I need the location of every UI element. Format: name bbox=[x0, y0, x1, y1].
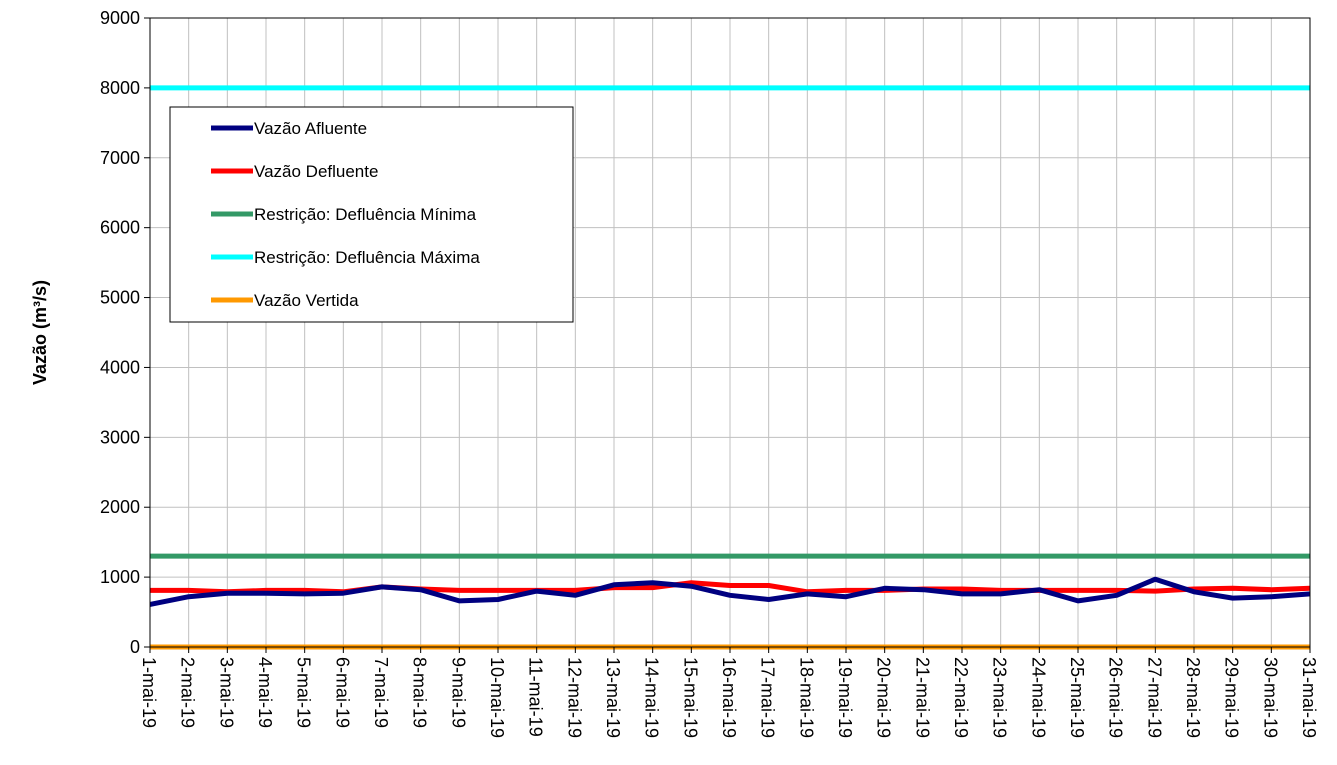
legend-label: Restrição: Defluência Mínima bbox=[254, 205, 477, 224]
x-tick-label: 10-mai-19 bbox=[487, 657, 507, 738]
x-tick-label: 11-mai-19 bbox=[526, 657, 546, 737]
x-tick-label: 16-mai-19 bbox=[719, 657, 739, 738]
legend-label: Vazão Defluente bbox=[254, 162, 378, 181]
x-tick-label: 27-mai-19 bbox=[1144, 657, 1164, 738]
x-tick-label: 15-mai-19 bbox=[680, 657, 700, 738]
y-tick-label: 2000 bbox=[100, 497, 140, 517]
legend-label: Restrição: Defluência Máxima bbox=[254, 248, 480, 267]
legend: Vazão Afluente Vazão Defluente Restrição: … bbox=[169, 106, 574, 323]
x-axis-ticks: 1-mai-19 2-mai-19 3-mai-19 4-mai-19 5-mai-19… bbox=[139, 647, 1319, 738]
x-tick-label: 3-mai-19 bbox=[216, 657, 236, 728]
legend-label: Vazão Afluente bbox=[254, 119, 367, 138]
y-axis-title: Vazão (m³/s) bbox=[30, 280, 50, 385]
x-tick-label: 13-mai-19 bbox=[603, 657, 623, 738]
y-tick-label: 7000 bbox=[100, 148, 140, 168]
x-tick-label: 9-mai-19 bbox=[448, 657, 468, 728]
x-tick-label: 30-mai-19 bbox=[1260, 657, 1280, 738]
x-tick-label: 20-mai-19 bbox=[874, 657, 894, 738]
y-tick-label: 8000 bbox=[100, 78, 140, 98]
x-tick-label: 12-mai-19 bbox=[564, 657, 584, 738]
y-tick-label: 1000 bbox=[100, 567, 140, 587]
x-tick-label: 29-mai-19 bbox=[1222, 657, 1242, 738]
x-tick-label: 4-mai-19 bbox=[255, 657, 275, 728]
x-tick-label: 21-mai-19 bbox=[912, 657, 932, 738]
y-tick-label: 9000 bbox=[100, 8, 140, 28]
legend-label: Vazão Vertida bbox=[254, 291, 359, 310]
y-tick-label: 6000 bbox=[100, 218, 140, 238]
x-tick-label: 26-mai-19 bbox=[1106, 657, 1126, 738]
x-tick-label: 31-mai-19 bbox=[1299, 657, 1319, 738]
x-tick-label: 8-mai-19 bbox=[410, 657, 430, 728]
x-tick-label: 5-mai-19 bbox=[294, 657, 314, 728]
x-tick-label: 17-mai-19 bbox=[758, 657, 778, 738]
x-tick-label: 19-mai-19 bbox=[835, 657, 855, 738]
x-tick-label: 25-mai-19 bbox=[1067, 657, 1087, 738]
x-tick-label: 14-mai-19 bbox=[642, 657, 662, 738]
y-tick-label: 5000 bbox=[100, 288, 140, 308]
x-tick-label: 7-mai-19 bbox=[371, 657, 391, 728]
y-tick-label: 3000 bbox=[100, 427, 140, 447]
x-tick-label: 28-mai-19 bbox=[1183, 657, 1203, 738]
x-tick-label: 2-mai-19 bbox=[178, 657, 198, 728]
x-tick-label: 6-mai-19 bbox=[332, 657, 352, 728]
y-axis-ticks: 0 1000 2000 3000 4000 5000 6000 7000 8000 9000 bbox=[100, 8, 150, 657]
y-tick-label: 0 bbox=[130, 637, 140, 657]
x-tick-label: 18-mai-19 bbox=[796, 657, 816, 738]
x-tick-label: 24-mai-19 bbox=[1028, 657, 1048, 738]
x-tick-label: 1-mai-19 bbox=[139, 657, 159, 728]
series-line-0 bbox=[149, 576, 1311, 607]
y-tick-label: 4000 bbox=[100, 357, 140, 377]
x-tick-label: 22-mai-19 bbox=[951, 657, 971, 738]
x-tick-label: 23-mai-19 bbox=[990, 657, 1010, 738]
